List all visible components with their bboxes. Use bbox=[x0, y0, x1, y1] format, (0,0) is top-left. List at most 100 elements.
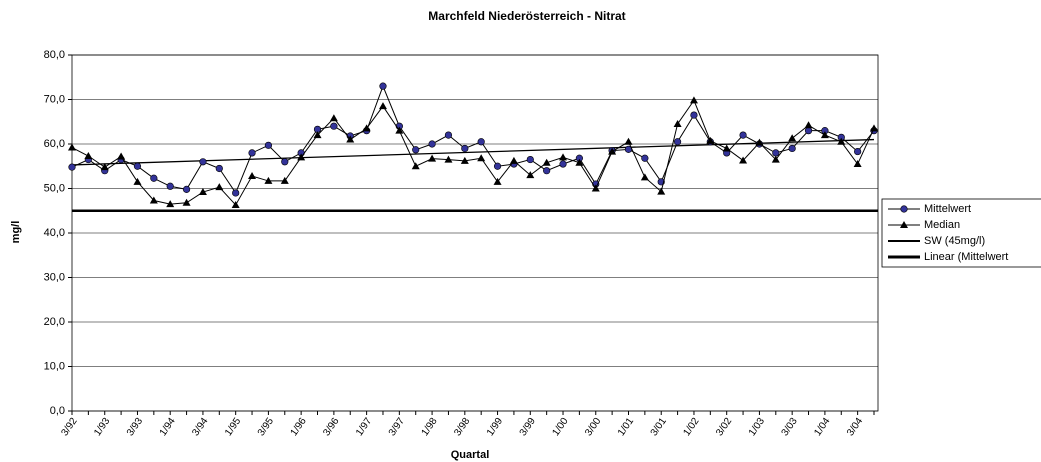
x-tick-label: 3/99 bbox=[518, 416, 538, 439]
point-marker bbox=[461, 144, 469, 153]
y-tick-label: 20,0 bbox=[44, 316, 65, 328]
point-marker bbox=[215, 164, 223, 173]
point-marker bbox=[739, 131, 747, 139]
point-marker bbox=[182, 185, 191, 193]
x-tick-label: 1/98 bbox=[420, 416, 440, 439]
point-marker bbox=[559, 160, 567, 168]
point-marker bbox=[182, 198, 191, 206]
point-marker bbox=[820, 131, 829, 139]
point-marker bbox=[199, 158, 207, 166]
point-marker bbox=[673, 119, 682, 127]
point-marker bbox=[526, 155, 534, 164]
point-marker bbox=[248, 172, 257, 180]
x-tick-label: 3/93 bbox=[125, 416, 145, 439]
point-marker bbox=[853, 160, 862, 168]
point-marker bbox=[84, 152, 93, 160]
x-tick-label: 1/00 bbox=[550, 416, 570, 439]
point-marker bbox=[493, 162, 502, 170]
x-tick-label: 3/98 bbox=[452, 416, 472, 439]
x-tick-label: 3/01 bbox=[649, 416, 669, 439]
point-marker bbox=[739, 156, 748, 164]
point-marker bbox=[772, 149, 780, 157]
legend-label: Mittelwert bbox=[924, 203, 971, 215]
series-line bbox=[71, 84, 875, 195]
point-marker bbox=[788, 134, 797, 142]
point-marker bbox=[837, 137, 846, 145]
point-marker bbox=[608, 147, 617, 155]
x-tick-label: 1/02 bbox=[681, 416, 701, 439]
point-marker bbox=[313, 131, 322, 139]
point-marker bbox=[362, 124, 371, 132]
plot-border bbox=[71, 54, 879, 412]
point-marker bbox=[281, 158, 289, 166]
x-tick-label: 3/02 bbox=[714, 416, 734, 439]
point-marker bbox=[428, 154, 437, 162]
x-tick-label: 3/94 bbox=[190, 416, 210, 439]
point-marker bbox=[477, 138, 485, 146]
legend-label: SW (45mg/l) bbox=[924, 235, 985, 247]
legend-label: Linear (Mittelwert bbox=[924, 251, 1008, 263]
x-tick-label: 1/99 bbox=[485, 416, 505, 439]
y-tick-label: 40,0 bbox=[44, 227, 65, 239]
point-marker bbox=[706, 136, 715, 144]
x-tick-label: 1/94 bbox=[158, 416, 178, 439]
point-marker bbox=[133, 177, 142, 185]
x-tick-label: 1/97 bbox=[354, 416, 374, 439]
legend-label: Median bbox=[924, 219, 960, 231]
x-tick-label: 3/04 bbox=[845, 416, 865, 439]
point-marker bbox=[755, 138, 764, 146]
x-tick-label: 3/00 bbox=[583, 416, 603, 439]
point-marker bbox=[477, 154, 486, 162]
y-axis-label: mg/l bbox=[10, 221, 22, 244]
x-tick-label: 1/01 bbox=[616, 416, 636, 439]
legend: Mittelwert Median SW (45mg/l) Linear (Mitte… bbox=[881, 198, 1041, 268]
series-line bbox=[71, 99, 875, 206]
point-marker bbox=[657, 187, 666, 195]
point-marker bbox=[166, 200, 175, 208]
x-axis-label: Quartal bbox=[451, 449, 490, 461]
point-marker bbox=[788, 144, 796, 153]
x-tick-label: 1/04 bbox=[812, 416, 832, 439]
point-marker bbox=[215, 183, 224, 191]
y-tick-label: 50,0 bbox=[44, 182, 65, 194]
point-marker bbox=[559, 153, 568, 161]
point-marker bbox=[149, 196, 158, 204]
point-marker bbox=[346, 135, 355, 143]
point-marker bbox=[150, 174, 158, 182]
point-marker bbox=[411, 162, 420, 170]
y-tick-label: 70,0 bbox=[44, 93, 65, 105]
y-tick-label: 60,0 bbox=[44, 138, 65, 150]
x-tick-label: 1/95 bbox=[223, 416, 243, 439]
point-marker bbox=[900, 205, 908, 213]
chart-title: Marchfeld Niederösterreich - Nitrat bbox=[428, 9, 625, 23]
point-marker bbox=[493, 177, 502, 185]
point-marker bbox=[689, 96, 698, 104]
point-marker bbox=[68, 143, 76, 151]
x-tick-label: 3/96 bbox=[321, 416, 341, 439]
point-marker bbox=[509, 156, 518, 164]
point-marker bbox=[804, 127, 813, 135]
point-marker bbox=[690, 111, 698, 119]
point-marker bbox=[542, 158, 551, 166]
point-marker bbox=[722, 144, 731, 152]
point-marker bbox=[900, 221, 908, 228]
y-tick-label: 30,0 bbox=[44, 271, 65, 283]
point-marker bbox=[232, 189, 240, 197]
point-marker bbox=[231, 200, 240, 208]
x-tick-label: 3/92 bbox=[59, 416, 79, 439]
x-tick-label: 1/93 bbox=[92, 416, 112, 439]
x-tick-label: 1/96 bbox=[289, 416, 309, 439]
point-marker bbox=[68, 163, 76, 171]
point-marker bbox=[166, 182, 174, 190]
point-marker bbox=[264, 141, 273, 149]
point-marker bbox=[444, 155, 453, 163]
point-marker bbox=[591, 184, 600, 192]
point-marker bbox=[870, 124, 878, 132]
x-tick-label: 3/97 bbox=[387, 416, 407, 439]
point-marker bbox=[330, 122, 338, 130]
point-marker bbox=[641, 154, 649, 162]
point-marker bbox=[804, 121, 813, 129]
point-marker bbox=[526, 171, 535, 179]
point-marker bbox=[198, 188, 207, 196]
